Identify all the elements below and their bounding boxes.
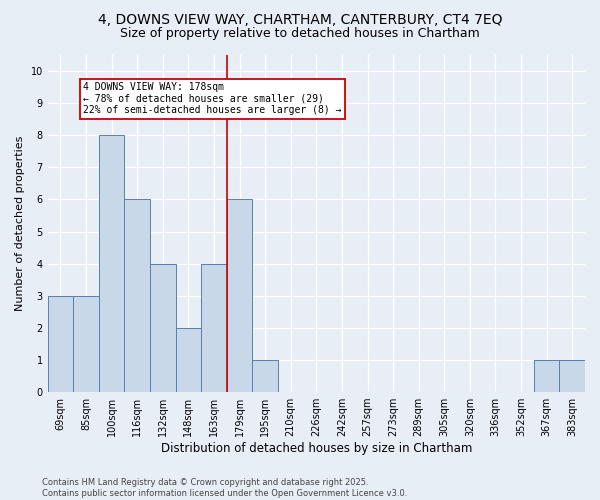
- Bar: [124, 200, 150, 392]
- Bar: [99, 136, 124, 392]
- Bar: [559, 360, 585, 392]
- Bar: [253, 360, 278, 392]
- Y-axis label: Number of detached properties: Number of detached properties: [15, 136, 25, 311]
- Text: Contains HM Land Registry data © Crown copyright and database right 2025.
Contai: Contains HM Land Registry data © Crown c…: [42, 478, 407, 498]
- Text: 4, DOWNS VIEW WAY, CHARTHAM, CANTERBURY, CT4 7EQ: 4, DOWNS VIEW WAY, CHARTHAM, CANTERBURY,…: [98, 12, 502, 26]
- Bar: [534, 360, 559, 392]
- Bar: [150, 264, 176, 392]
- Bar: [227, 200, 253, 392]
- Bar: [47, 296, 73, 392]
- Bar: [73, 296, 99, 392]
- Text: 4 DOWNS VIEW WAY: 178sqm
← 78% of detached houses are smaller (29)
22% of semi-d: 4 DOWNS VIEW WAY: 178sqm ← 78% of detach…: [83, 82, 342, 116]
- Bar: [176, 328, 201, 392]
- Text: Size of property relative to detached houses in Chartham: Size of property relative to detached ho…: [120, 28, 480, 40]
- Bar: [201, 264, 227, 392]
- X-axis label: Distribution of detached houses by size in Chartham: Distribution of detached houses by size …: [161, 442, 472, 455]
